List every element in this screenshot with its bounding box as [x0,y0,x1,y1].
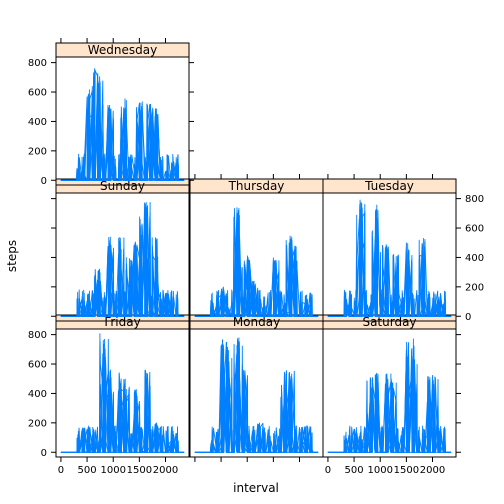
y-tick-label: 400 [28,117,47,128]
y-tick-label: 400 [28,389,47,400]
panel-tuesday: Tuesday [322,178,457,322]
series-line [60,70,185,181]
trace-group [60,333,185,453]
axes: 0 200 400 600 800 0 200 400 600 800 0 200 400 600 800 0… [28,38,484,476]
series-line [194,227,319,317]
strip-label: Tuesday [364,179,414,193]
series-line [60,359,185,453]
series-line [194,344,319,453]
panel-thursday: Thursday [189,178,324,322]
panels: Friday Monday Saturday Sunday Thursday Tuesda… [55,42,457,458]
series-line [327,338,452,453]
x-tick-label: 0 [325,465,331,476]
y-tick-label: 400 [465,253,484,264]
panel-wednesday: Wednesday [55,42,190,186]
x-tick-label: 1500 [127,465,152,476]
strip-label: Monday [233,315,280,329]
y-axis-title: steps [5,240,19,272]
trace-group [327,338,452,453]
strip-label: Wednesday [88,43,157,57]
strip-label: Thursday [228,179,285,193]
x-tick-label: 1500 [394,465,419,476]
strip-label: Friday [104,315,140,329]
y-tick-label: 600 [28,360,47,371]
y-tick-label: 600 [28,88,47,99]
x-tick-label: 0 [58,465,64,476]
x-tick-label: 1000 [100,465,125,476]
x-tick-label: 1000 [367,465,392,476]
trace-group [327,199,452,317]
series-line [60,206,185,317]
y-tick-label: 0 [41,176,47,187]
series-line [60,333,185,453]
y-tick-label: 200 [465,282,484,293]
y-tick-label: 0 [41,448,47,459]
series-line [194,216,319,317]
x-tick-label: 500 [78,465,97,476]
strip-label: Sunday [100,179,145,193]
y-tick-label: 800 [28,330,47,341]
y-tick-label: 0 [465,312,471,323]
y-tick-label: 800 [28,58,47,69]
x-tick-label: 2000 [420,465,445,476]
trace-group [194,337,319,453]
trace-group [60,201,185,317]
panel-monday: Monday [189,314,324,458]
y-tick-label: 200 [28,418,47,429]
panel-saturday: Saturday [322,314,457,458]
y-tick-label: 800 [465,194,484,205]
series-line [327,203,452,317]
trace-group [60,68,185,181]
x-tick-label: 2000 [153,465,178,476]
y-tick-label: 600 [465,224,484,235]
x-tick-label: 500 [345,465,364,476]
x-axis-title: interval [233,481,279,495]
series-line [60,205,185,317]
strip-label: Saturday [362,315,416,329]
trace-group [194,207,319,317]
panel-sunday: Sunday [55,178,190,322]
y-tick-label: 200 [28,146,47,157]
panel-friday: Friday [55,314,190,458]
